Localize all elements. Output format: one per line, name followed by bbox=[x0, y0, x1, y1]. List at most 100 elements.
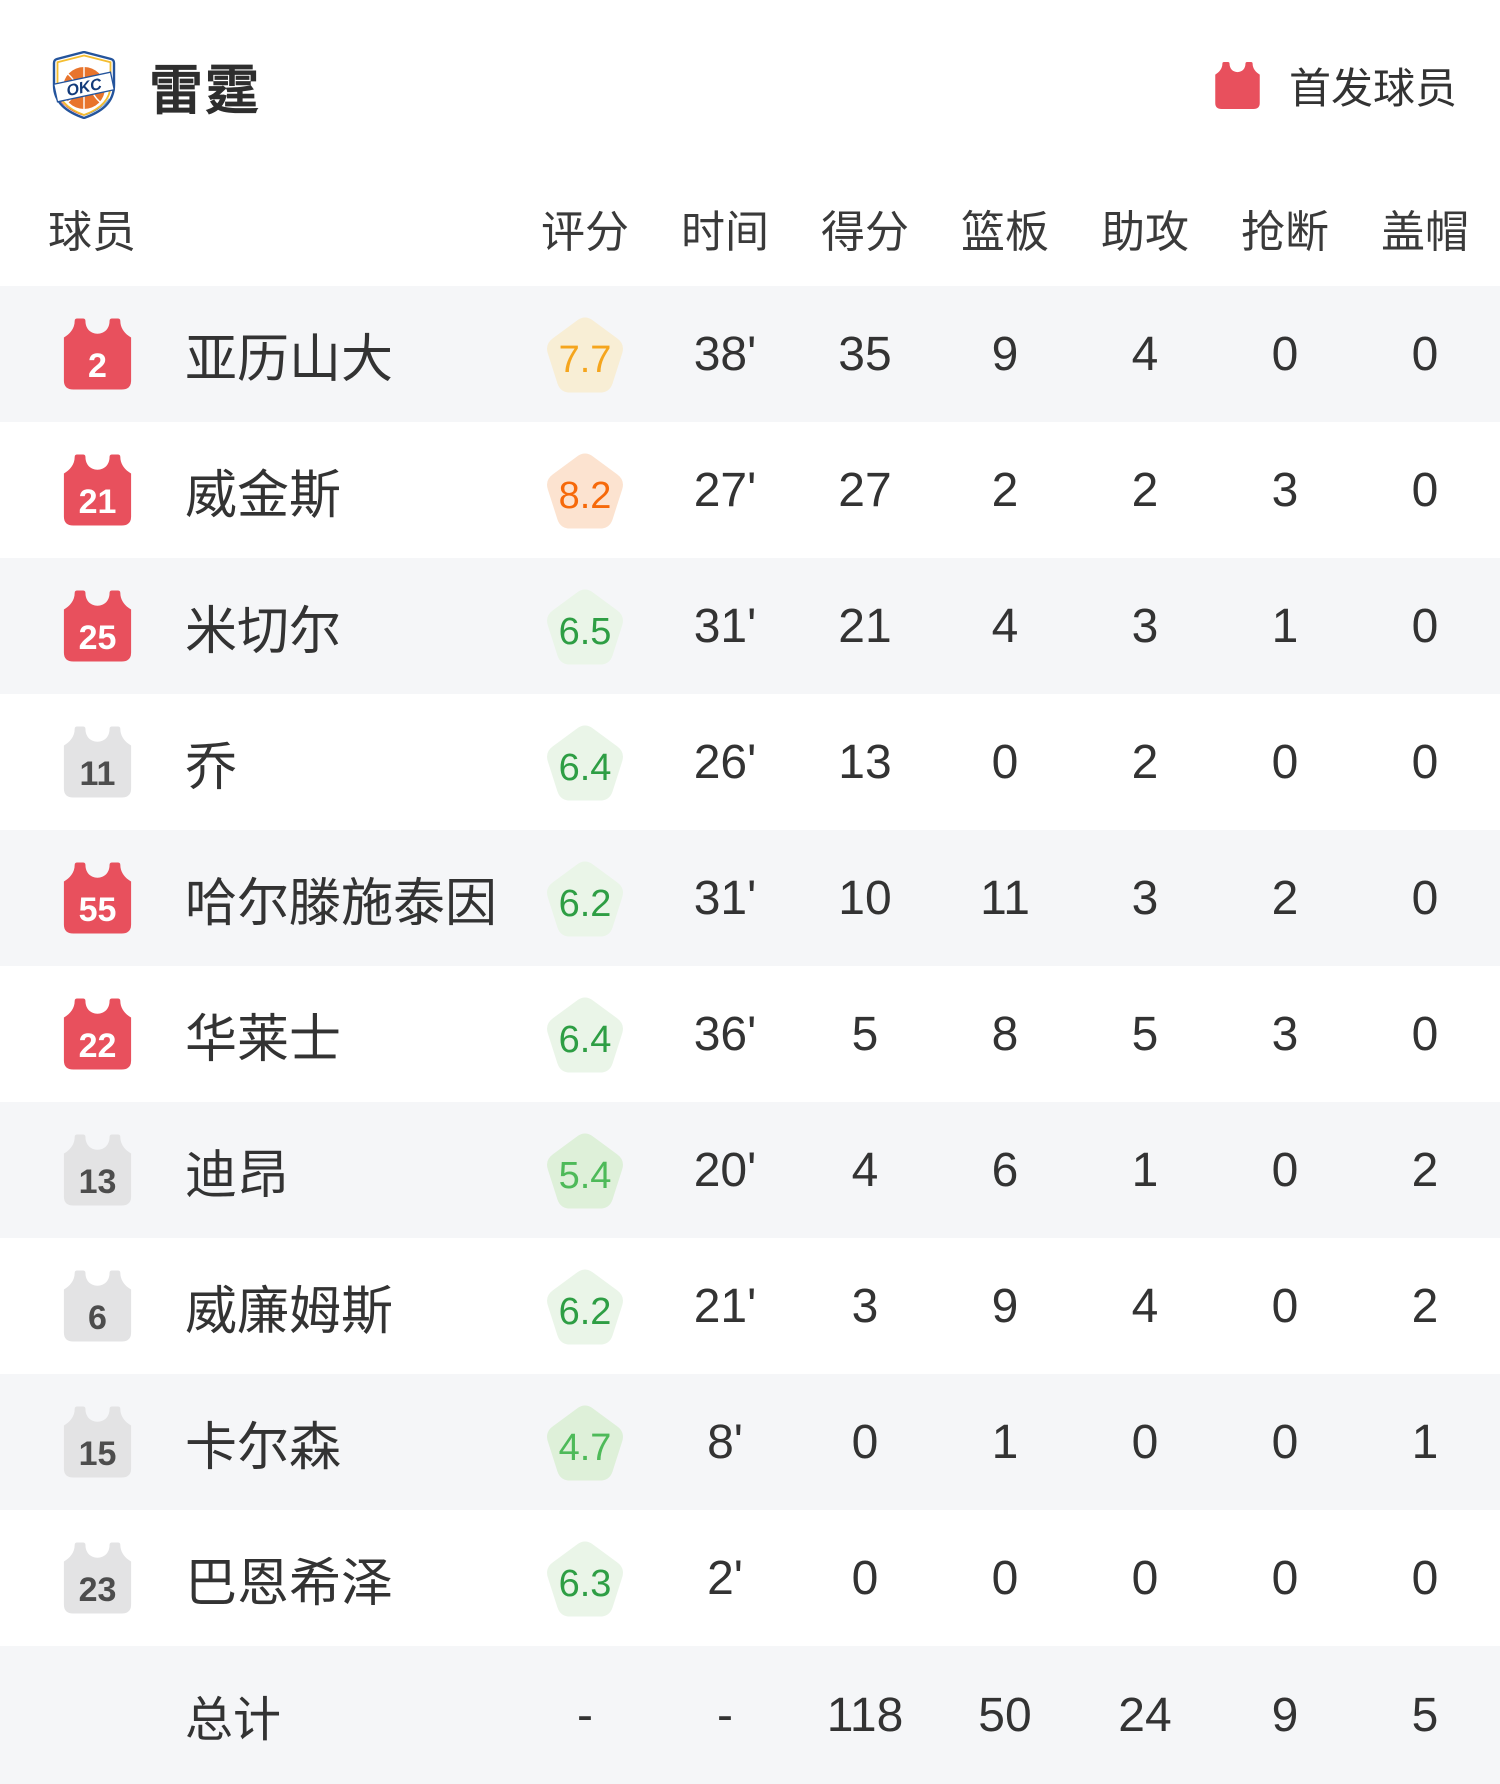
blocks-value: 0 bbox=[1411, 1007, 1439, 1061]
rebounds-value: 2 bbox=[991, 463, 1019, 517]
player-name: 迪昂 bbox=[185, 1146, 290, 1205]
player-row[interactable]: 22 华莱士 6.4 36' 5 8 5 3 0 bbox=[0, 966, 1500, 1102]
player-cell: 6 威廉姆斯 bbox=[0, 1269, 515, 1344]
player-row[interactable]: 11 乔 6.4 26' 13 0 2 0 0 bbox=[0, 694, 1500, 830]
table-column-header: 球员 评分 时间 得分 篮板 助攻 抢断 盖帽 bbox=[0, 170, 1500, 286]
rating-cell: 6.4 bbox=[515, 721, 655, 803]
player-cell: 55 哈尔滕施泰因 bbox=[0, 861, 515, 936]
points-value: 0 bbox=[851, 1551, 879, 1605]
total-steals: 9 bbox=[1271, 1688, 1299, 1742]
points-value: 0 bbox=[851, 1415, 879, 1469]
blocks-value: 0 bbox=[1411, 327, 1439, 381]
player-row[interactable]: 23 巴恩希泽 6.3 2' 0 0 0 0 0 bbox=[0, 1510, 1500, 1646]
player-cell: 2 亚历山大 bbox=[0, 317, 515, 392]
starters-legend: 首发球员 bbox=[1214, 55, 1457, 116]
player-name: 威金斯 bbox=[185, 466, 342, 525]
rating-badge-pentagon-icon: 6.4 bbox=[544, 993, 626, 1075]
total-rebounds: 50 bbox=[978, 1688, 1032, 1742]
rebounds-value: 1 bbox=[991, 1415, 1019, 1469]
rebounds-value: 0 bbox=[991, 735, 1019, 789]
player-row[interactable]: 25 米切尔 6.5 31' 21 4 3 1 0 bbox=[0, 558, 1500, 694]
points-value: 5 bbox=[851, 1007, 879, 1061]
player-cell: 23 巴恩希泽 bbox=[0, 1541, 515, 1616]
blocks-value: 2 bbox=[1411, 1143, 1439, 1197]
jersey-number: 55 bbox=[78, 891, 117, 929]
player-cell: 13 迪昂 bbox=[0, 1133, 515, 1208]
steals-value: 0 bbox=[1271, 1279, 1299, 1333]
player-row[interactable]: 6 威廉姆斯 6.2 21' 3 9 4 0 2 bbox=[0, 1238, 1500, 1374]
rating-value: 6.4 bbox=[558, 1019, 612, 1061]
rating-cell: 8.2 bbox=[515, 449, 655, 531]
player-table-body: 2 亚历山大 7.7 38' 35 9 4 0 0 21 威金斯 bbox=[0, 286, 1500, 1646]
rating-cell: 6.5 bbox=[515, 585, 655, 667]
player-row[interactable]: 2 亚历山大 7.7 38' 35 9 4 0 0 bbox=[0, 286, 1500, 422]
steals-value: 1 bbox=[1271, 599, 1299, 653]
rating-cell: 6.2 bbox=[515, 857, 655, 939]
rating-badge-pentagon-icon: 6.2 bbox=[544, 857, 626, 939]
blocks-value: 0 bbox=[1411, 1551, 1439, 1605]
jersey-icon: 11 bbox=[62, 725, 133, 799]
time-value: 31' bbox=[693, 599, 757, 653]
player-cell: 25 米切尔 bbox=[0, 589, 515, 664]
jersey-icon: 21 bbox=[62, 453, 133, 527]
rebounds-value: 8 bbox=[991, 1007, 1019, 1061]
assists-value: 0 bbox=[1131, 1551, 1159, 1605]
jersey-icon: 55 bbox=[62, 861, 133, 935]
blocks-value: 1 bbox=[1411, 1415, 1439, 1469]
jersey-number: 11 bbox=[79, 755, 116, 793]
rating-badge-pentagon-icon: 5.4 bbox=[544, 1129, 626, 1211]
assists-value: 3 bbox=[1131, 599, 1159, 653]
column-header-time: 时间 bbox=[681, 208, 769, 257]
column-header-points: 得分 bbox=[821, 208, 909, 257]
player-row[interactable]: 13 迪昂 5.4 20' 4 6 1 0 2 bbox=[0, 1102, 1500, 1238]
blocks-value: 2 bbox=[1411, 1279, 1439, 1333]
assists-value: 4 bbox=[1131, 327, 1159, 381]
jersey-icon: 6 bbox=[62, 1269, 133, 1343]
player-cell: 21 威金斯 bbox=[0, 453, 515, 528]
player-row[interactable]: 55 哈尔滕施泰因 6.2 31' 10 11 3 2 0 bbox=[0, 830, 1500, 966]
points-value: 27 bbox=[838, 463, 892, 517]
jersey-number: 6 bbox=[88, 1299, 107, 1337]
assists-value: 2 bbox=[1131, 463, 1159, 517]
rating-badge-pentagon-icon: 6.4 bbox=[544, 721, 626, 803]
okc-team-logo-icon: OKC bbox=[52, 51, 116, 119]
rating-value: 5.4 bbox=[558, 1155, 612, 1197]
player-name: 华莱士 bbox=[185, 1010, 342, 1069]
rating-cell: 6.2 bbox=[515, 1265, 655, 1347]
column-header-assists: 助攻 bbox=[1101, 208, 1189, 257]
time-value: 2' bbox=[707, 1551, 743, 1605]
rating-value: 6.4 bbox=[558, 747, 612, 789]
rating-cell: 4.7 bbox=[515, 1401, 655, 1483]
time-value: 31' bbox=[693, 871, 757, 925]
points-value: 3 bbox=[851, 1279, 879, 1333]
player-name: 乔 bbox=[185, 738, 238, 797]
rating-value: 6.5 bbox=[558, 611, 612, 653]
time-value: 26' bbox=[693, 735, 757, 789]
steals-value: 0 bbox=[1271, 735, 1299, 789]
jersey-number: 25 bbox=[78, 619, 117, 657]
points-value: 10 bbox=[838, 871, 892, 925]
jersey-number: 15 bbox=[78, 1435, 117, 1473]
jersey-number: 21 bbox=[78, 483, 117, 521]
rating-value: 6.2 bbox=[558, 1291, 612, 1333]
player-cell: 22 华莱士 bbox=[0, 997, 515, 1072]
starter-jersey-icon bbox=[1215, 61, 1260, 109]
rebounds-value: 11 bbox=[980, 871, 1030, 925]
jersey-icon: 25 bbox=[62, 589, 133, 663]
steals-value: 2 bbox=[1271, 871, 1299, 925]
rebounds-value: 4 bbox=[991, 599, 1019, 653]
column-header-rating: 评分 bbox=[541, 208, 629, 257]
total-points: 118 bbox=[826, 1688, 904, 1742]
blocks-value: 0 bbox=[1411, 599, 1439, 653]
player-cell: 11 乔 bbox=[0, 725, 515, 800]
jersey-icon: 2 bbox=[62, 317, 133, 391]
steals-value: 0 bbox=[1271, 1415, 1299, 1469]
rating-badge-pentagon-icon: 6.3 bbox=[544, 1537, 626, 1619]
total-rating-dash: - bbox=[577, 1688, 593, 1742]
player-row[interactable]: 15 卡尔森 4.7 8' 0 1 0 0 1 bbox=[0, 1374, 1500, 1510]
player-row[interactable]: 21 威金斯 8.2 27' 27 2 2 3 0 bbox=[0, 422, 1500, 558]
total-time-dash: - bbox=[717, 1688, 733, 1742]
blocks-value: 0 bbox=[1411, 871, 1439, 925]
rebounds-value: 6 bbox=[991, 1143, 1019, 1197]
